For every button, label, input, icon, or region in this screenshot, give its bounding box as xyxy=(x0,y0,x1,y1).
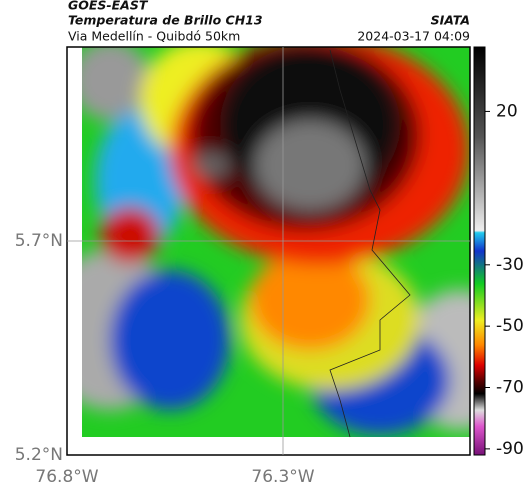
lon-label: 76.8°W xyxy=(35,467,98,487)
title: GOES-EAST xyxy=(68,0,149,13)
lat-label: 5.2°N xyxy=(15,445,63,465)
satellite-image xyxy=(82,47,470,437)
subtitle: Temperatura de Brillo CH13 xyxy=(68,13,263,28)
border xyxy=(329,49,411,438)
colorbar-tick-label: -90 xyxy=(496,439,524,459)
lon-label: 76.3°W xyxy=(251,467,314,487)
colorbar-tick-label: 20 xyxy=(496,101,518,121)
map-frame xyxy=(66,46,471,456)
colorbar-tick-label: -70 xyxy=(496,378,524,398)
datetime: 2024-03-17 04:09 xyxy=(357,29,470,44)
source: SIATA xyxy=(431,13,470,28)
colorbar-tick-label: -50 xyxy=(496,316,524,336)
colorbar-ticks: 20 -30 -50 -70 -90 xyxy=(485,101,524,459)
colorbar xyxy=(473,46,486,456)
lat-label: 5.7°N xyxy=(15,231,63,251)
region: Via Medellín - Quibdó 50km xyxy=(68,29,240,44)
colorbar-tick-label: -30 xyxy=(496,255,524,275)
